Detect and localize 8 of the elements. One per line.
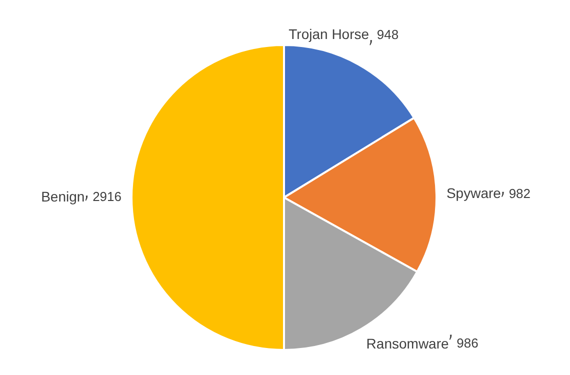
data-label: 986 xyxy=(456,336,478,351)
data-label: 2916 xyxy=(92,189,122,204)
slice-label: Benign xyxy=(41,188,85,204)
data-label: 982 xyxy=(508,186,531,201)
slice-label: Trojan Horse xyxy=(288,26,370,42)
slice-label: Ransomware xyxy=(366,335,449,352)
data-label: 948 xyxy=(376,27,399,42)
slice-label: Spyware xyxy=(446,185,502,202)
